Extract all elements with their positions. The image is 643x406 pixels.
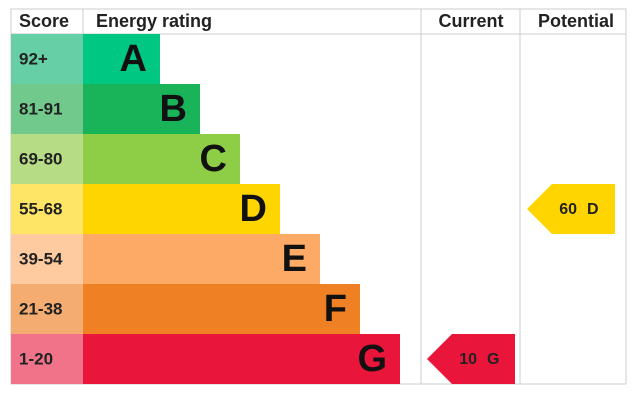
rating-bar xyxy=(83,284,360,334)
score-range: 1-20 xyxy=(19,349,53,368)
current-arrow xyxy=(427,334,515,384)
score-cell xyxy=(11,234,83,284)
potential-score: 60 xyxy=(559,201,577,218)
score-range: 81-91 xyxy=(19,99,62,118)
rating-letter: G xyxy=(357,338,387,380)
rating-bar xyxy=(83,134,240,184)
rating-bar xyxy=(83,234,320,284)
score-range: 69-80 xyxy=(19,149,62,168)
rating-bar xyxy=(83,334,400,384)
current-score: 10 xyxy=(459,351,477,368)
score-cell xyxy=(11,34,83,84)
header-score: Score xyxy=(19,11,69,31)
header-rating: Energy rating xyxy=(96,11,212,31)
score-range: 39-54 xyxy=(19,249,63,268)
rating-letter: D xyxy=(240,188,267,230)
score-range: 21-38 xyxy=(19,299,62,318)
rating-letter: F xyxy=(324,288,347,330)
score-cell xyxy=(11,134,83,184)
score-cell xyxy=(11,184,83,234)
rating-bar xyxy=(83,84,200,134)
score-cell xyxy=(11,334,83,384)
rating-letter: C xyxy=(200,138,227,180)
rating-letter: B xyxy=(160,88,187,130)
rating-bar xyxy=(83,184,280,234)
header-potential: Potential xyxy=(538,11,614,31)
header-current: Current xyxy=(438,11,503,31)
potential-rating: D xyxy=(587,201,599,218)
score-range: 55-68 xyxy=(19,199,62,218)
rating-letter: E xyxy=(282,238,307,280)
score-cell xyxy=(11,284,83,334)
potential-arrow xyxy=(527,184,615,234)
score-cell xyxy=(11,84,83,134)
current-rating: G xyxy=(487,351,499,368)
score-range: 92+ xyxy=(19,49,48,68)
rating-letter: A xyxy=(120,38,147,80)
rating-bar xyxy=(83,34,160,84)
